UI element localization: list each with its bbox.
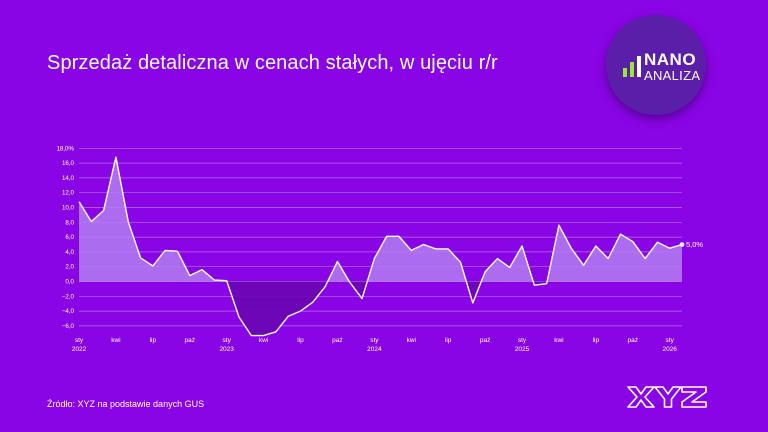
x-tick-year-label: 2024 bbox=[367, 346, 382, 353]
nano-analiza-logo: NANO ANALIZA bbox=[606, 15, 706, 115]
y-tick-label: 14,0 bbox=[62, 175, 75, 182]
y-tick-label: 18,0% bbox=[56, 145, 74, 152]
y-tick-label: 12,0 bbox=[62, 190, 75, 197]
end-point-marker bbox=[679, 242, 685, 247]
x-tick-label: paź bbox=[628, 337, 638, 344]
y-tick-label: 8,0 bbox=[65, 219, 74, 226]
x-tick-year-label: 2026 bbox=[662, 346, 677, 353]
x-tick-label: paź bbox=[332, 337, 342, 344]
x-tick-label: sty bbox=[518, 337, 527, 344]
bar-chart-icon bbox=[623, 56, 641, 77]
x-tick-year-label: 2023 bbox=[219, 346, 234, 353]
y-tick-label: 4,0 bbox=[65, 249, 74, 256]
source-note: Źródło: XYZ na podstawie danych GUS bbox=[47, 399, 205, 409]
logo-text-analiza: ANALIZA bbox=[644, 68, 701, 83]
x-tick-label: sty bbox=[223, 337, 232, 344]
y-tick-label: 6,0 bbox=[65, 234, 74, 241]
x-tick-year-label: 2022 bbox=[72, 346, 87, 353]
x-tick-label: sty bbox=[75, 337, 84, 344]
y-tick-label: 10,0 bbox=[62, 205, 75, 212]
x-tick-label: sty bbox=[370, 337, 379, 344]
x-tick-label: kwi bbox=[407, 337, 416, 344]
x-tick-label: kwi bbox=[259, 337, 268, 344]
positive-area bbox=[79, 157, 682, 282]
end-value-label: 5,0% bbox=[686, 240, 703, 249]
x-axis-ticks: sty 2022 kwi lip paź sty 2023 kwi lip paź sty 2024 k… bbox=[72, 337, 678, 353]
y-axis-ticks: −6,0 −4,0 −2,0 0,0 2,0 4,0 6,0 8,0 10,0 12,0 14,0 1… bbox=[56, 145, 74, 330]
y-tick-label: 16,0 bbox=[62, 160, 75, 167]
chart-area bbox=[79, 157, 682, 336]
logo-text-nano: NANO bbox=[644, 50, 697, 69]
y-tick-label: −2,0 bbox=[62, 293, 75, 300]
chart-title: Sprzedaż detaliczna w cenach stałych, w … bbox=[47, 52, 498, 74]
x-tick-label: lip bbox=[150, 337, 157, 344]
x-tick-label: kwi bbox=[554, 337, 563, 344]
x-tick-label: lip bbox=[593, 337, 600, 344]
x-tick-label: lip bbox=[445, 337, 452, 344]
xyz-brand-logo bbox=[627, 386, 707, 408]
x-tick-label: lip bbox=[297, 337, 304, 344]
y-tick-label: −4,0 bbox=[62, 308, 75, 315]
y-tick-label: 0,0 bbox=[65, 279, 74, 286]
x-tick-year-label: 2025 bbox=[515, 346, 530, 353]
y-tick-label: 2,0 bbox=[65, 264, 74, 271]
y-tick-label: −6,0 bbox=[62, 323, 75, 330]
x-tick-label: kwi bbox=[111, 337, 120, 344]
x-tick-label: sty bbox=[666, 337, 675, 344]
x-tick-label: paź bbox=[185, 337, 195, 344]
x-tick-label: paź bbox=[480, 337, 490, 344]
chart-line bbox=[78, 156, 683, 337]
grid-lines bbox=[79, 147, 682, 327]
end-point-annotation: 5,0% bbox=[679, 240, 703, 249]
series-line bbox=[78, 156, 683, 337]
